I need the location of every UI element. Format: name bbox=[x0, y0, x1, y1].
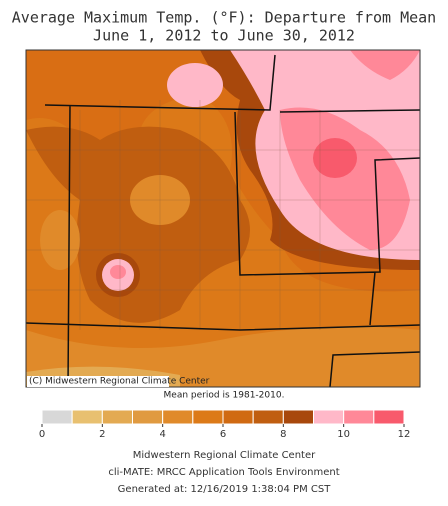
legend-tick-label: 0 bbox=[39, 429, 45, 440]
footer-line: Midwestern Regional Climate Center bbox=[133, 450, 316, 461]
legend-swatch bbox=[162, 409, 194, 425]
footer-line: cli-MATE: MRCC Application Tools Environ… bbox=[108, 467, 339, 478]
color-legend: 0 2 4 6 8 10 12 bbox=[39, 409, 411, 440]
title-line: Average Maximum Temp. (°F): Departure fr… bbox=[12, 9, 436, 27]
legend-swatch bbox=[343, 409, 375, 425]
map-credit: (C) Midwestern Regional Climate Center bbox=[29, 377, 210, 387]
legend-swatch bbox=[222, 409, 254, 425]
legend-swatch bbox=[71, 409, 103, 425]
legend-tick-label: 8 bbox=[280, 429, 286, 440]
legend-swatch bbox=[252, 409, 284, 425]
legend-swatch bbox=[132, 409, 164, 425]
legend-tick-label: 12 bbox=[398, 429, 411, 440]
legend-swatch bbox=[373, 409, 405, 425]
legend-swatch bbox=[313, 409, 345, 425]
legend-swatch bbox=[282, 409, 315, 425]
map: (C) Midwestern Regional Climate Center bbox=[25, 49, 421, 388]
mean-period-note: Mean period is 1981-2010. bbox=[164, 391, 285, 401]
title-line: June 1, 2012 to June 30, 2012 bbox=[93, 27, 355, 45]
legend-swatch bbox=[101, 409, 134, 425]
legend-tick-label: 6 bbox=[220, 429, 226, 440]
legend-tick-label: 2 bbox=[99, 429, 105, 440]
footer-line: Generated at: 12/16/2019 1:38:04 PM CST bbox=[118, 484, 332, 495]
legend-swatch bbox=[192, 409, 224, 425]
legend-tick-label: 4 bbox=[159, 429, 165, 440]
legend-tick-label: 10 bbox=[337, 429, 350, 440]
legend-swatch bbox=[41, 409, 73, 425]
